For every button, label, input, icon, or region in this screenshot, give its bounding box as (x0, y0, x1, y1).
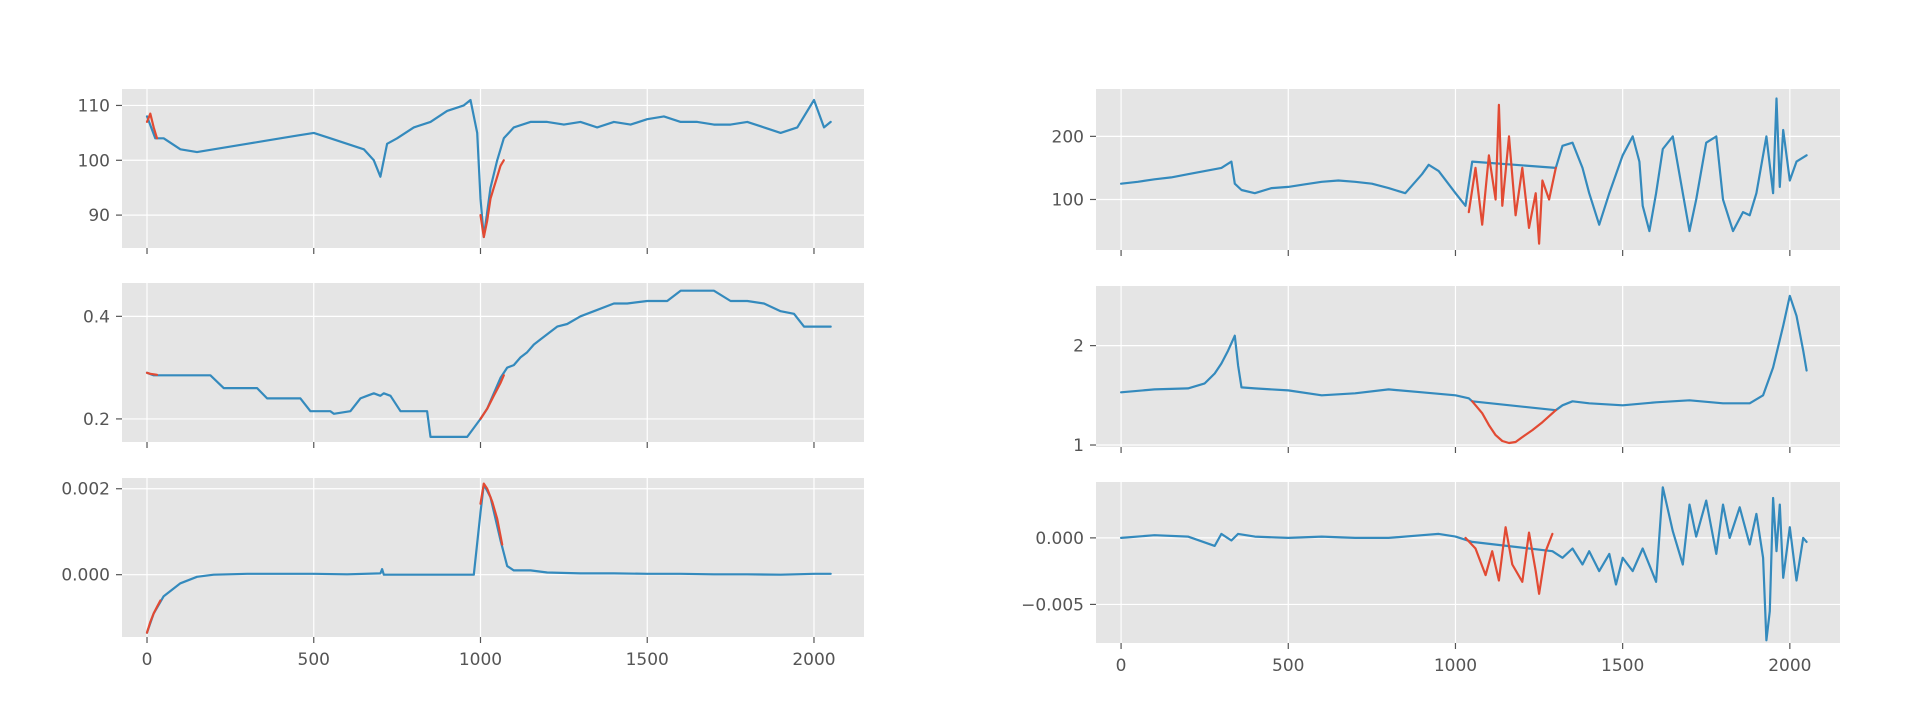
y-tick-label: 90 (88, 206, 110, 226)
x-tick-label: 500 (1272, 656, 1304, 676)
highlight-series-line (479, 482, 504, 546)
highlight-series-line (479, 159, 505, 239)
highlight-series-line (1471, 400, 1557, 445)
panel-right-top: 100 200 (1052, 89, 1840, 256)
y-tick-label: 2 (1073, 337, 1084, 357)
y-tick-label: 200 (1052, 127, 1084, 147)
y-tick-label: 0.2 (83, 410, 110, 430)
plot-area (122, 283, 864, 442)
plot-area (122, 89, 864, 248)
highlight-series-line (145, 371, 159, 376)
series-line (1119, 97, 1808, 233)
y-tick-label: 0.000 (1035, 529, 1084, 549)
y-tick-label: 1 (1073, 436, 1084, 456)
plot-area (1096, 482, 1840, 643)
highlight-series-line (145, 112, 159, 140)
x-tick-label: 1000 (459, 650, 502, 670)
panel-left-bottom: 0 500 1000 1500 2000 0.000 0.002 (61, 478, 864, 670)
highlight-series-line (1464, 526, 1554, 595)
x-tick-label: 1500 (626, 650, 669, 670)
y-tick-label: 0.4 (83, 307, 110, 327)
y-tick-label: 100 (1052, 190, 1084, 210)
series-line (145, 98, 832, 239)
highlight-series-line (1467, 103, 1557, 245)
series-line (1119, 486, 1808, 642)
panel-right-bottom: 0 500 1000 1500 2000 −0.005 0.000 (1021, 482, 1840, 676)
highlight-series-line (479, 374, 505, 420)
panel-right-middle: 12 (1073, 286, 1840, 456)
y-tick-label: 110 (78, 96, 110, 116)
panel-left-middle: 0.2 0.4 (83, 283, 864, 448)
series-line (145, 483, 832, 634)
series-line (1119, 294, 1808, 412)
x-tick-label: 2000 (1768, 656, 1811, 676)
x-tick-label: 500 (298, 650, 330, 670)
y-tick-label: 0.002 (61, 480, 110, 500)
y-tick-label: 0.000 (61, 566, 110, 586)
x-tick-label: 1500 (1601, 656, 1644, 676)
panel-left-top: 90 100 110 (78, 89, 864, 254)
y-tick-label: 100 (78, 151, 110, 171)
series-line (145, 289, 832, 438)
x-tick-label: 0 (142, 650, 153, 670)
highlight-series-line (145, 599, 162, 634)
plot-area (1096, 89, 1840, 250)
x-tick-label: 0 (1116, 656, 1127, 676)
y-tick-label: −0.005 (1021, 595, 1084, 615)
plot-area (1096, 286, 1840, 447)
x-tick-label: 1000 (1434, 656, 1477, 676)
x-tick-label: 2000 (792, 650, 835, 670)
